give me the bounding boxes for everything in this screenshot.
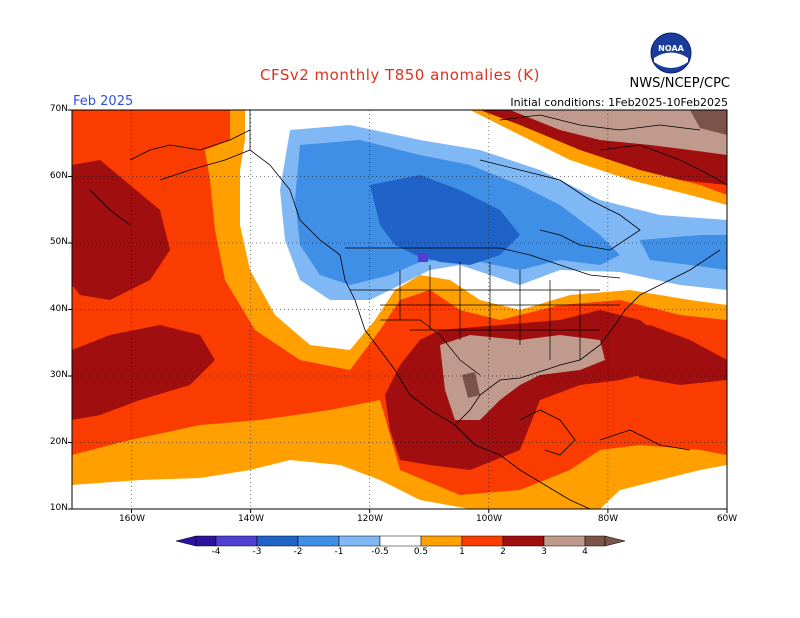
anomaly-band-white-caribbean [600,465,727,509]
colorbar-label: 0.5 [413,547,429,557]
colorbar-label: -1 [334,547,344,557]
colorbar-arrow-low [175,535,197,547]
lon-label: 60W [716,514,738,524]
colorbar-box-n1 [297,535,340,547]
colorbar-label: 2 [500,547,506,557]
anomaly-blob-darkred-atlantic [600,325,727,385]
anomaly-blob-darkred-pacific-south [72,325,215,420]
lat-label: 10N [49,503,68,513]
anomaly-blob-brown-texas-core [462,372,480,398]
lon-label: 80W [597,514,619,524]
colorbar-box-p2 [502,535,545,547]
lat-label: 70N [49,104,68,114]
colorbar-box-n05 [338,535,381,547]
anomaly-blob-brown-arctic-core [690,110,727,135]
lon-label: 160W [118,514,146,524]
lat-label: 30N [49,370,68,380]
anomaly-area-darkblue [370,175,520,265]
lat-label: 50N [49,237,68,247]
colorbar-label: -3 [252,547,262,557]
lon-label: 120W [356,514,384,524]
colorbar-box-p1 [461,535,504,547]
political-borders [249,110,621,376]
initial-conditions: Initial conditions: 1Feb2025-10Feb2025 [510,96,728,109]
colorbar [175,535,626,547]
colorbar-box-n2 [256,535,299,547]
map-title: CFSv2 monthly T850 anomalies (K) [260,66,540,84]
colorbar-label: 3 [541,547,547,557]
colorbar-label: -0.5 [371,547,389,557]
anomaly-band-white-south [72,460,470,509]
colorbar-box-p4 [584,535,606,547]
noaa-logo-icon: NOAA [650,32,692,74]
logo-text: NOAA [658,44,684,53]
colorbar-label: -2 [293,547,303,557]
colorbar-label: 1 [459,547,465,557]
lat-label: 20N [49,437,68,447]
colorbar-box-n4 [195,535,217,547]
anomaly-area-blue-east [640,235,727,270]
colorbar-label: -4 [211,547,221,557]
lat-label: 60N [49,171,68,181]
colorbar-box-zero [379,535,422,547]
anomaly-area-purple-core [418,253,428,262]
colorbar-box-n3 [215,535,258,547]
colorbar-arrow-high [604,535,626,547]
colorbar-box-p05 [420,535,463,547]
axis-ticks [68,109,728,513]
lon-label: 100W [475,514,503,524]
graticule [72,110,727,509]
lon-label: 140W [237,514,265,524]
forecast-period: Feb 2025 [73,94,134,109]
colorbar-label: 4 [582,547,588,557]
colorbar-box-p3 [543,535,586,547]
agency-label: NWS/NCEP/CPC [629,76,730,91]
lat-label: 40N [49,304,68,314]
anomaly-blob-darkred-pacific-north [72,160,170,300]
